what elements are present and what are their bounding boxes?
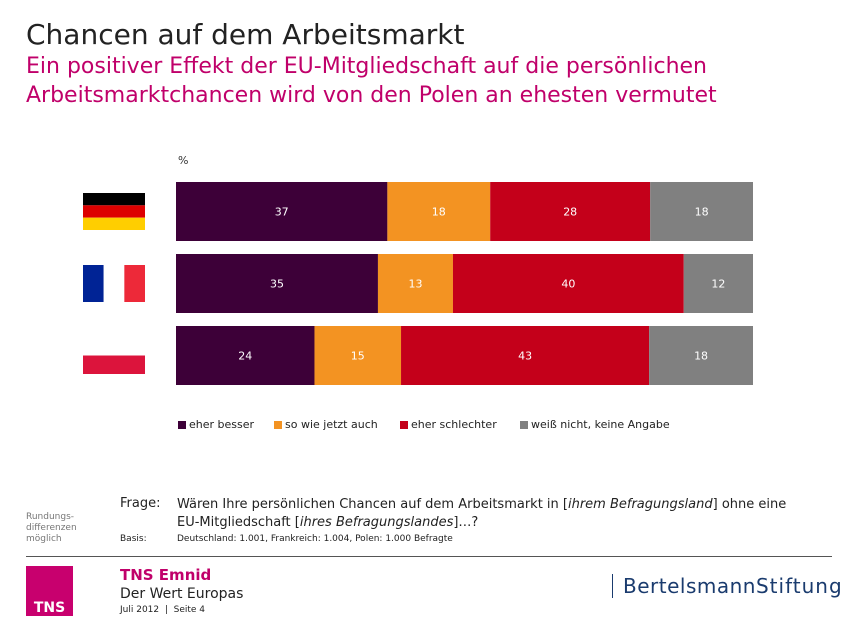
divider — [26, 556, 832, 557]
legend-swatch — [178, 420, 186, 429]
legend-label: weiß nicht, keine Angabe — [531, 418, 670, 431]
data-label: 12 — [711, 278, 725, 291]
rounding-note-1: Rundungs- — [26, 512, 75, 522]
bar-segment — [176, 254, 378, 313]
rounding-note-3: möglich — [26, 534, 62, 544]
date-page: Juli 2012 | Seite 4 — [120, 605, 206, 615]
data-label: 35 — [270, 278, 284, 291]
bar-segment — [490, 182, 651, 241]
rounding-note-2: differenzen — [26, 523, 77, 533]
data-label: 13 — [408, 278, 422, 291]
bar-segment — [377, 254, 453, 313]
bar-segment — [387, 182, 491, 241]
tns-logo: TNS — [26, 566, 73, 616]
data-label: 18 — [695, 206, 709, 219]
data-label: 15 — [351, 350, 365, 363]
data-label: 18 — [432, 206, 446, 219]
question-text: Wären Ihre persönlichen Chancen auf dem … — [177, 497, 787, 530]
basis-text: Deutschland: 1.001, Frankreich: 1.004, P… — [177, 534, 453, 544]
data-label: 24 — [238, 350, 252, 363]
bar-segment — [683, 254, 753, 313]
project-name: Der Wert Europas — [120, 586, 244, 602]
subtitle-line-2: Arbeitsmarktchancen wird von den Polen a… — [26, 83, 717, 108]
legend-item: eher schlechter — [400, 418, 497, 431]
legend-label: eher schlechter — [411, 418, 497, 431]
legend-swatch — [520, 420, 528, 429]
page-title: Chancen auf dem Arbeitsmarkt — [26, 18, 465, 51]
data-label: 40 — [561, 278, 575, 291]
legend-swatch — [274, 420, 282, 429]
bar-segment — [401, 326, 650, 385]
bertelsmann-logo: BertelsmannStiftung — [612, 574, 843, 598]
legend-item: eher besser — [178, 418, 254, 431]
subtitle-line-1: Ein positiver Effekt der EU-Mitgliedscha… — [26, 54, 708, 79]
legend-label: so wie jetzt auch — [285, 418, 378, 431]
poland-flag-icon — [83, 337, 145, 374]
bar-segment — [649, 326, 753, 385]
france-flag-icon — [83, 265, 145, 302]
question-label: Frage: — [120, 496, 161, 511]
legend-item: weiß nicht, keine Angabe — [520, 418, 670, 431]
bar-segment — [452, 254, 684, 313]
bar-segment — [176, 182, 388, 241]
germany-flag-icon — [83, 193, 145, 230]
data-label: 37 — [275, 206, 289, 219]
data-label: 43 — [518, 350, 532, 363]
legend-swatch — [400, 420, 408, 429]
bar-segment — [650, 182, 753, 241]
legend-label: eher besser — [189, 418, 255, 431]
data-label: 18 — [694, 350, 708, 363]
unit-label: % — [178, 154, 189, 167]
bar-segment — [314, 326, 402, 385]
company-name: TNS Emnid — [120, 566, 212, 584]
data-label: 28 — [563, 206, 577, 219]
stacked-bar-chart: 37 18 28 18 35 13 40 12 24 15 43 18 — [83, 182, 753, 385]
basis-label: Basis: — [120, 534, 147, 544]
legend-item: so wie jetzt auch — [274, 418, 378, 431]
bar-segment — [176, 326, 315, 385]
